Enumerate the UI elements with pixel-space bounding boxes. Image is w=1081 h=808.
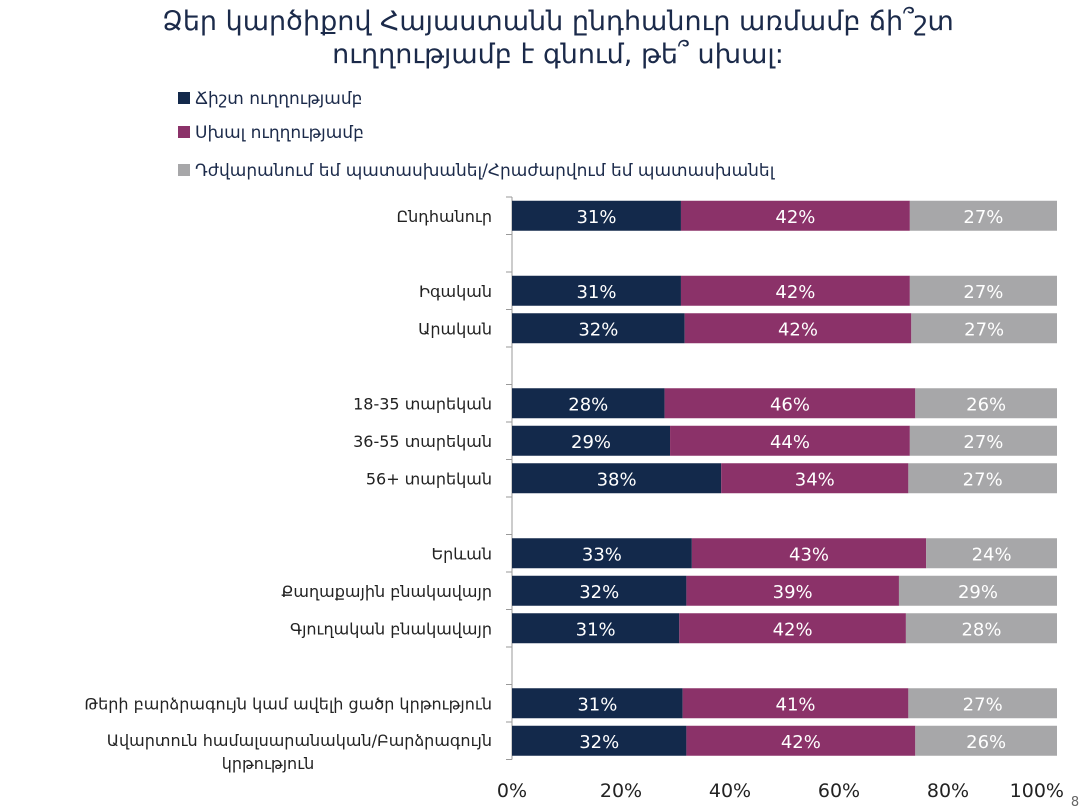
category-label: 18-35 տարեկան <box>353 394 492 413</box>
x-tick-label: 40% <box>709 780 751 802</box>
data-label: 26% <box>966 394 1006 415</box>
data-label: 29% <box>571 432 611 453</box>
bar-segment <box>686 575 899 606</box>
bar-segment <box>905 613 1057 644</box>
x-tick-label: 0% <box>497 780 527 802</box>
data-label: 43% <box>789 544 829 565</box>
bar-segment <box>915 725 1057 756</box>
bar-segment <box>512 463 722 494</box>
category-label: Իգական <box>419 282 492 301</box>
bar-segment <box>512 538 692 569</box>
data-label: 38% <box>597 469 637 490</box>
page-number: 8 <box>1071 795 1079 808</box>
data-label: 41% <box>776 694 816 715</box>
data-label: 42% <box>773 619 813 640</box>
bar-segment <box>911 313 1057 344</box>
bar-segment <box>512 388 665 419</box>
legend-label: Դժվարանում եմ պատասխանել/Հրաժարվում եմ պ… <box>195 161 776 181</box>
bar-segment <box>512 688 683 719</box>
category-label: Ավարտուն համալսարանական/Բարձրագույն <box>107 731 492 750</box>
bar-segment <box>684 313 912 344</box>
data-label: 27% <box>963 282 1003 303</box>
category-label: 56+ տարեկան <box>366 469 492 488</box>
category-label: 36-55 տարեկան <box>353 432 492 451</box>
data-label: 27% <box>963 469 1003 490</box>
chart-title-line: Ձեր կարծիքով Հայաստանն ընդհանուր առմամբ … <box>162 6 954 37</box>
bar-segment <box>908 688 1057 719</box>
data-label: 39% <box>773 582 813 603</box>
bar-segment <box>686 725 916 756</box>
category-label: Գյուղական բնակավայր <box>290 619 492 638</box>
bar-segment <box>512 275 681 306</box>
bar-segment <box>512 313 685 344</box>
legend-label: Ճիշտ ուղղությամբ <box>195 89 362 109</box>
bar-segment <box>664 388 916 419</box>
data-label: 28% <box>568 394 608 415</box>
data-label: 27% <box>963 432 1003 453</box>
data-label: 28% <box>961 619 1001 640</box>
bar-segment <box>909 425 1057 456</box>
category-label: Ընդհանուր <box>396 207 492 226</box>
bar-segment <box>909 200 1057 231</box>
data-label: 29% <box>958 582 998 603</box>
data-label: 31% <box>576 282 616 303</box>
bar-segment <box>680 275 910 306</box>
bar-segment <box>512 575 687 606</box>
category-label: կրթություն <box>222 754 315 773</box>
bar-segment <box>915 388 1057 419</box>
x-tick-label: 100% <box>1010 780 1064 802</box>
category-label: Արական <box>418 319 492 338</box>
data-label: 42% <box>775 207 815 228</box>
category-label: Երևան <box>431 544 492 563</box>
data-label: 27% <box>964 319 1004 340</box>
bar-segment <box>679 613 906 644</box>
x-tick-label: 60% <box>818 780 860 802</box>
data-label: 27% <box>963 207 1003 228</box>
legend-label: Սխալ ուղղությամբ <box>195 123 364 143</box>
data-label: 32% <box>579 582 619 603</box>
data-label: 44% <box>770 432 810 453</box>
data-label: 32% <box>578 319 618 340</box>
category-label: Քաղաքային բնակավայր <box>281 582 492 601</box>
bar-segment <box>908 463 1057 494</box>
bar-segment <box>512 200 681 231</box>
data-label: 32% <box>579 732 619 753</box>
bar-segment <box>680 200 910 231</box>
data-label: 24% <box>972 544 1012 565</box>
data-label: 31% <box>576 619 616 640</box>
x-tick-label: 20% <box>600 780 642 802</box>
data-label: 42% <box>781 732 821 753</box>
legend-swatch <box>178 126 190 138</box>
bar-segment <box>682 688 909 719</box>
legend-swatch <box>178 164 190 176</box>
bar-segment <box>691 538 927 569</box>
bar-segment <box>512 613 680 644</box>
data-label: 42% <box>778 319 818 340</box>
data-label: 31% <box>576 207 616 228</box>
data-label: 46% <box>770 394 810 415</box>
bar-segment <box>512 725 687 756</box>
data-label: 27% <box>963 694 1003 715</box>
x-tick-label: 80% <box>927 780 969 802</box>
chart-title-line: ուղղությամբ է գնում, թե՞ սխալ: <box>332 39 784 70</box>
category-label: Թերի բարձրագույն կամ ավելի ցածր կրթությո… <box>84 694 492 713</box>
bar-segment <box>721 463 909 494</box>
bar-segment <box>512 425 671 456</box>
bar-segment <box>670 425 910 456</box>
bar-segment <box>926 538 1057 569</box>
data-label: 42% <box>775 282 815 303</box>
data-label: 34% <box>795 469 835 490</box>
data-label: 31% <box>577 694 617 715</box>
legend-swatch <box>178 92 190 104</box>
data-label: 33% <box>582 544 622 565</box>
bar-segment <box>898 575 1057 606</box>
data-label: 26% <box>966 732 1006 753</box>
bar-segment <box>909 275 1057 306</box>
